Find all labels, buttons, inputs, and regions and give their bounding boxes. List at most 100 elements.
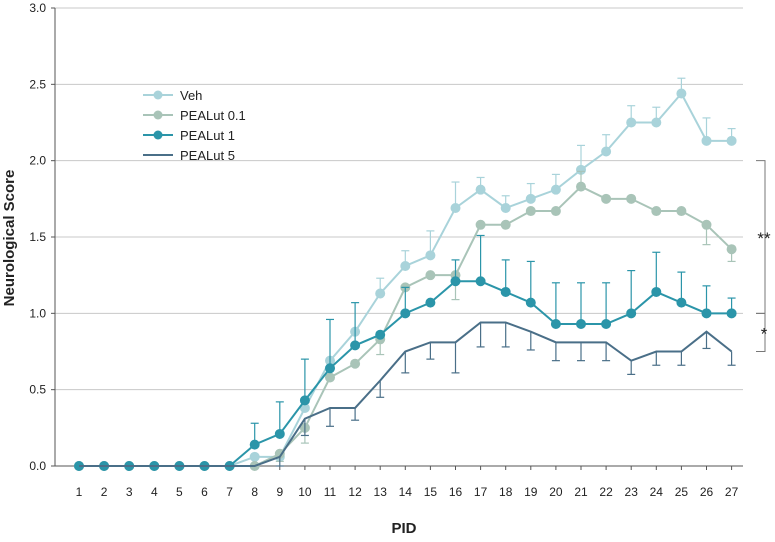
series-veh xyxy=(74,77,737,471)
x-tick-label: 25 xyxy=(675,485,689,499)
legend-label: PEALut 0.1 xyxy=(180,108,246,123)
x-axis-label: PID xyxy=(391,520,416,537)
x-tick-label: 7 xyxy=(226,485,233,499)
legend-swatch-marker xyxy=(153,110,163,120)
data-point xyxy=(475,219,486,230)
data-point xyxy=(274,428,285,439)
data-point xyxy=(350,358,361,369)
data-point xyxy=(325,372,335,383)
data-point xyxy=(375,329,386,340)
data-point xyxy=(550,206,561,217)
x-tick-label: 4 xyxy=(151,485,158,499)
data-point xyxy=(726,135,737,146)
x-tick-label: 2 xyxy=(101,485,108,499)
x-tick-label: 1 xyxy=(76,485,83,499)
data-point xyxy=(425,270,436,281)
x-tick-label: 18 xyxy=(499,485,513,499)
x-tick-label: 13 xyxy=(374,485,388,499)
data-point xyxy=(626,308,637,319)
data-point xyxy=(676,88,687,99)
data-point xyxy=(550,184,561,195)
y-axis-label: Neurological Score xyxy=(1,170,18,307)
data-point xyxy=(651,286,662,297)
data-point xyxy=(525,193,536,204)
data-point xyxy=(500,286,511,297)
data-point xyxy=(676,206,687,217)
data-point xyxy=(500,202,511,213)
significance-label: ** xyxy=(757,229,771,248)
x-axis-ticks: 1 2 3 4 5 6 7 8 9 10 11 12 13 14 15 16 17 18 19 20 21 22 23 24 2… xyxy=(76,466,739,499)
x-tick-label: 6 xyxy=(201,485,208,499)
x-tick-label: 26 xyxy=(700,485,714,499)
data-point xyxy=(676,297,687,308)
data-point xyxy=(475,184,486,195)
grid-lines xyxy=(55,7,743,391)
x-tick-label: 27 xyxy=(725,485,739,499)
data-point xyxy=(726,244,737,255)
x-tick-label: 10 xyxy=(298,485,312,499)
data-point xyxy=(626,117,637,128)
data-point xyxy=(601,319,612,330)
y-tick-label: 2.0 xyxy=(29,154,46,168)
x-tick-label: 22 xyxy=(599,485,613,499)
y-tick-label: 1.5 xyxy=(29,230,46,244)
data-point xyxy=(525,297,536,308)
x-tick-label: 9 xyxy=(276,485,283,499)
data-point xyxy=(249,439,260,450)
y-tick-label: 0.5 xyxy=(29,383,46,397)
data-point xyxy=(601,193,612,204)
x-tick-label: 5 xyxy=(176,485,183,499)
series-pealut-0-1 xyxy=(74,170,737,471)
significance-bracket xyxy=(756,312,766,352)
series-line xyxy=(79,91,732,467)
x-tick-label: 3 xyxy=(126,485,133,499)
data-point xyxy=(425,297,436,308)
y-tick-label: 0.0 xyxy=(29,459,46,473)
data-point xyxy=(626,193,637,204)
y-tick-label: 3.0 xyxy=(29,1,46,15)
data-point xyxy=(249,451,260,462)
x-tick-label: 24 xyxy=(650,485,664,499)
x-tick-label: 8 xyxy=(251,485,258,499)
series-pealut-5 xyxy=(79,321,736,467)
data-point xyxy=(550,319,561,330)
x-tick-label: 17 xyxy=(474,485,488,499)
series-line xyxy=(79,321,733,467)
significance-annotations: *** xyxy=(756,160,771,352)
data-point xyxy=(450,202,461,213)
data-point xyxy=(601,146,612,157)
x-tick-label: 12 xyxy=(348,485,362,499)
data-point xyxy=(475,276,486,287)
data-point xyxy=(299,395,310,406)
legend-label: PEALut 5 xyxy=(180,148,235,163)
legend-label: Veh xyxy=(180,88,202,103)
data-point xyxy=(651,206,662,217)
x-tick-label: 14 xyxy=(399,485,413,499)
y-tick-label: 2.5 xyxy=(29,77,46,91)
data-point xyxy=(651,117,662,128)
data-point xyxy=(325,363,335,374)
significance-label: * xyxy=(761,324,768,343)
legend: Veh PEALut 0.1 PEALut 1 PEALut 5 xyxy=(143,88,246,163)
data-point xyxy=(400,261,411,272)
data-point xyxy=(701,219,712,230)
legend-swatch-marker xyxy=(153,130,163,140)
data-point xyxy=(350,340,361,351)
data-point xyxy=(450,276,461,287)
x-tick-label: 15 xyxy=(424,485,438,499)
data-point xyxy=(576,319,586,330)
data-point xyxy=(525,206,536,217)
series-group xyxy=(74,77,737,471)
y-axis-ticks: 0.0 0.5 1.0 1.5 2.0 2.5 3.0 xyxy=(29,1,55,473)
legend-swatch-marker xyxy=(153,90,163,100)
x-tick-label: 19 xyxy=(524,485,538,499)
x-tick-label: 23 xyxy=(625,485,639,499)
x-tick-label: 16 xyxy=(449,485,463,499)
x-tick-label: 11 xyxy=(324,485,337,499)
data-point xyxy=(400,308,411,319)
data-point xyxy=(701,308,712,319)
data-point xyxy=(701,135,712,146)
x-tick-label: 21 xyxy=(574,485,588,499)
data-point xyxy=(425,250,436,261)
